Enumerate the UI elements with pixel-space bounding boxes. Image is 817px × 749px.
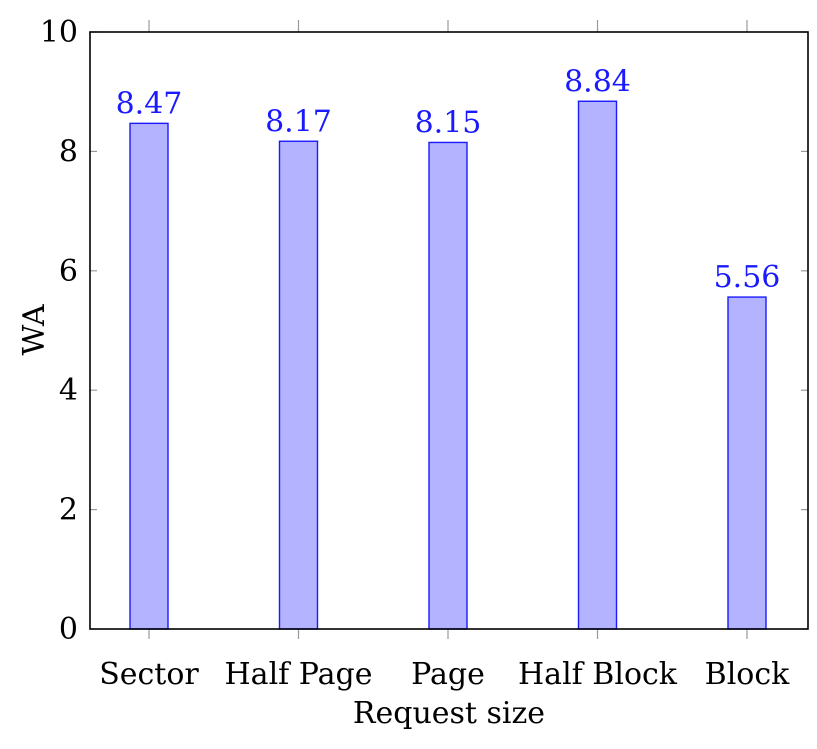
y-tick-label: 4 [59, 373, 78, 408]
y-tick-label: 6 [59, 254, 78, 289]
bars [129, 100, 767, 630]
y-tick-label: 0 [59, 612, 78, 647]
x-axis-label: Request size [353, 696, 545, 731]
y-tick-label: 8 [59, 134, 78, 169]
x-tick-labels: Sector Half Page Page Half Block Block [99, 657, 790, 692]
x-tick-label: Sector [99, 657, 199, 692]
y-tick-labels: 0 2 4 6 8 10 [40, 15, 78, 647]
x-tick-label: Half Page [225, 657, 373, 692]
data-label: 8.17 [265, 104, 332, 139]
data-label: 8.47 [116, 86, 183, 121]
bar-half-page [278, 140, 319, 630]
data-label: 8.15 [415, 105, 482, 140]
plot-frame [89, 31, 809, 630]
y-axis-label: WA [17, 304, 52, 355]
bar-half-block [577, 100, 618, 630]
x-tick-label: Half Block [518, 657, 678, 692]
bar-block [727, 296, 767, 630]
y-tick-label: 10 [40, 15, 78, 50]
bar-sector [129, 122, 169, 630]
bar-page [428, 141, 468, 630]
y-tick-label: 2 [59, 493, 78, 528]
data-label: 8.84 [564, 64, 631, 99]
data-labels: 8.47 8.17 8.15 8.84 5.56 [116, 64, 781, 295]
x-tick-label: Page [411, 657, 485, 692]
x-tick-label: Block [705, 657, 791, 692]
data-label: 5.56 [714, 260, 781, 295]
